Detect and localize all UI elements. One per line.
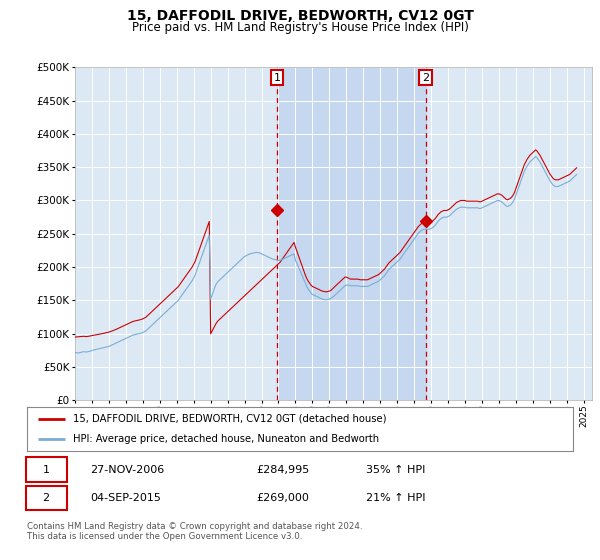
Text: 04-SEP-2015: 04-SEP-2015 xyxy=(90,493,161,503)
Text: 27-NOV-2006: 27-NOV-2006 xyxy=(90,465,164,475)
Text: £269,000: £269,000 xyxy=(256,493,309,503)
Text: 35% ↑ HPI: 35% ↑ HPI xyxy=(365,465,425,475)
Text: HPI: Average price, detached house, Nuneaton and Bedworth: HPI: Average price, detached house, Nune… xyxy=(73,434,380,444)
Text: Contains HM Land Registry data © Crown copyright and database right 2024.
This d: Contains HM Land Registry data © Crown c… xyxy=(27,522,362,542)
Text: 1: 1 xyxy=(274,73,281,82)
Text: Price paid vs. HM Land Registry's House Price Index (HPI): Price paid vs. HM Land Registry's House … xyxy=(131,21,469,34)
Bar xyxy=(277,67,425,400)
Text: 2: 2 xyxy=(422,73,429,82)
Text: 21% ↑ HPI: 21% ↑ HPI xyxy=(365,493,425,503)
Text: 1: 1 xyxy=(43,465,50,475)
FancyBboxPatch shape xyxy=(26,458,67,482)
FancyBboxPatch shape xyxy=(26,486,67,510)
Text: 15, DAFFODIL DRIVE, BEDWORTH, CV12 0GT: 15, DAFFODIL DRIVE, BEDWORTH, CV12 0GT xyxy=(127,9,473,23)
Text: £284,995: £284,995 xyxy=(256,465,310,475)
Text: 15, DAFFODIL DRIVE, BEDWORTH, CV12 0GT (detached house): 15, DAFFODIL DRIVE, BEDWORTH, CV12 0GT (… xyxy=(73,414,387,424)
Text: 2: 2 xyxy=(43,493,50,503)
